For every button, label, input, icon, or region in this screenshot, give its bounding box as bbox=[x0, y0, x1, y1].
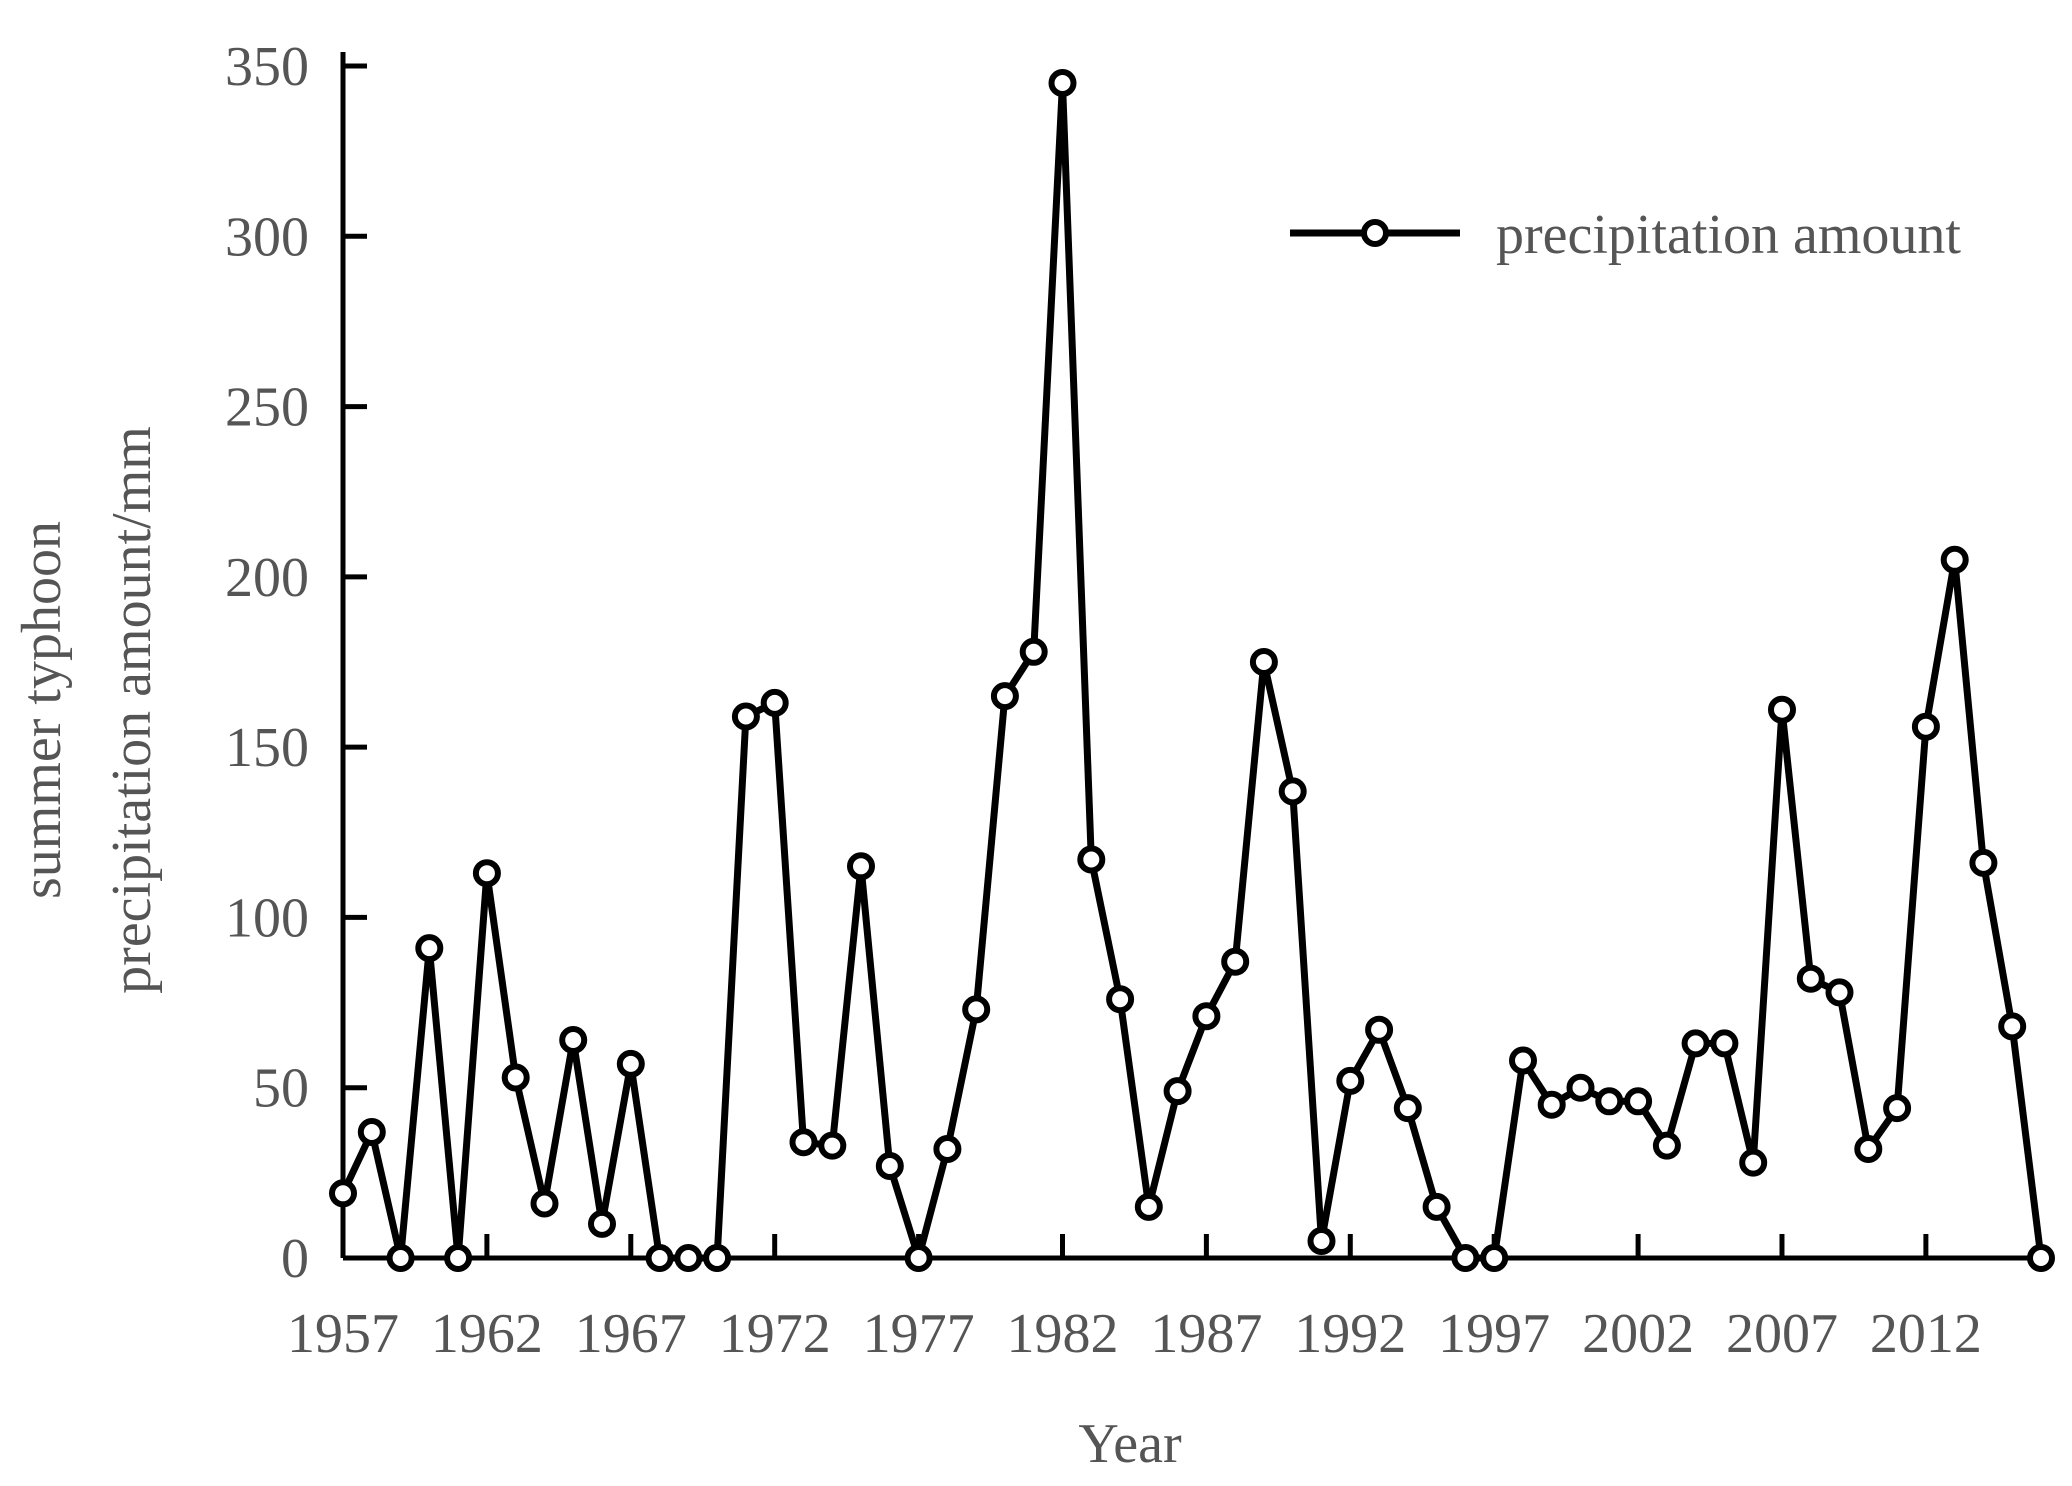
data-point-2003 bbox=[1652, 1131, 1681, 1160]
data-point-1987 bbox=[1192, 1002, 1221, 1031]
data-point-1980 bbox=[990, 682, 1019, 711]
data-point-2000 bbox=[1566, 1073, 1595, 1102]
data-point-2005 bbox=[1710, 1029, 1739, 1058]
data-point-1967 bbox=[616, 1049, 645, 1078]
y-axis-title-line-2: precipitation amount/mm bbox=[101, 426, 163, 994]
data-point-2002 bbox=[1624, 1087, 1653, 1116]
data-point-1989 bbox=[1249, 648, 1278, 676]
x-tick-label: 1972 bbox=[719, 1303, 831, 1365]
x-tick-label: 1982 bbox=[1006, 1303, 1118, 1365]
data-point-1974 bbox=[818, 1131, 847, 1160]
legend-label: precipitation amount bbox=[1496, 204, 1961, 266]
data-point-1982 bbox=[1048, 69, 1077, 97]
data-point-1986 bbox=[1163, 1077, 1192, 1106]
precipitation-series-line bbox=[339, 82, 2045, 1271]
data-point-2014 bbox=[1969, 848, 1998, 877]
data-point-2015 bbox=[1998, 1012, 2027, 1041]
data-point-1964 bbox=[530, 1189, 559, 1218]
data-point-1988 bbox=[1221, 947, 1250, 976]
data-point-1991 bbox=[1307, 1227, 1336, 1255]
y-axis-ticks: 0 50 100 150 200 250 300 350 bbox=[225, 36, 367, 1290]
y-tick-label: 250 bbox=[225, 377, 309, 439]
data-point-1985 bbox=[1134, 1192, 1163, 1221]
data-point-1957 bbox=[329, 1179, 357, 1208]
x-tick-label: 1992 bbox=[1294, 1303, 1406, 1365]
x-tick-label: 1987 bbox=[1150, 1303, 1262, 1365]
data-point-2012 bbox=[1911, 712, 1940, 741]
data-point-1968 bbox=[645, 1244, 674, 1272]
data-point-markers bbox=[329, 69, 2055, 1272]
data-point-1996 bbox=[1451, 1244, 1480, 1272]
x-tick-label: 1977 bbox=[863, 1303, 975, 1365]
y-tick-label: 200 bbox=[225, 547, 309, 609]
data-point-1995 bbox=[1422, 1192, 1451, 1221]
data-point-1981 bbox=[1019, 637, 1048, 666]
y-tick-label: 300 bbox=[225, 206, 309, 268]
data-point-1975 bbox=[847, 852, 875, 881]
data-point-1958 bbox=[357, 1118, 386, 1146]
y-tick-label: 50 bbox=[253, 1058, 309, 1120]
legend: precipitation amount bbox=[1290, 204, 1961, 266]
data-point-1978 bbox=[933, 1135, 962, 1163]
x-tick-label: 2007 bbox=[1726, 1303, 1838, 1365]
data-point-1972 bbox=[760, 688, 789, 717]
x-tick-label: 1957 bbox=[287, 1303, 399, 1365]
data-point-1984 bbox=[1106, 985, 1135, 1014]
data-point-1979 bbox=[962, 995, 991, 1024]
data-point-1969 bbox=[674, 1244, 703, 1272]
data-point-1965 bbox=[559, 1026, 588, 1054]
data-point-1973 bbox=[789, 1128, 818, 1157]
data-point-2006 bbox=[1739, 1148, 1768, 1177]
data-point-1970 bbox=[703, 1244, 732, 1272]
x-tick-label: 1997 bbox=[1438, 1303, 1550, 1365]
data-point-1977 bbox=[904, 1244, 933, 1272]
data-point-1959 bbox=[386, 1244, 415, 1272]
x-tick-label: 2002 bbox=[1582, 1303, 1694, 1365]
y-tick-label: 100 bbox=[225, 887, 309, 949]
data-point-1994 bbox=[1393, 1094, 1422, 1123]
data-point-2001 bbox=[1595, 1087, 1624, 1116]
y-axis-title: summer typhoon precipitation amount/mm bbox=[11, 426, 163, 994]
data-point-1963 bbox=[501, 1063, 530, 1092]
data-point-1976 bbox=[875, 1152, 904, 1180]
data-point-1962 bbox=[472, 859, 501, 888]
data-point-1992 bbox=[1336, 1066, 1365, 1095]
data-point-2009 bbox=[1825, 978, 1854, 1007]
y-tick-label: 0 bbox=[281, 1228, 309, 1290]
x-axis-title: Year bbox=[1078, 1413, 1182, 1475]
data-point-1998 bbox=[1509, 1046, 1537, 1075]
data-point-1961 bbox=[444, 1244, 473, 1272]
y-tick-label: 350 bbox=[225, 36, 309, 98]
data-point-1983 bbox=[1077, 845, 1106, 874]
x-tick-label: 1967 bbox=[575, 1303, 687, 1365]
x-tick-label: 1962 bbox=[431, 1303, 543, 1365]
data-point-1971 bbox=[731, 702, 760, 731]
data-point-1990 bbox=[1278, 777, 1307, 806]
y-tick-label: 150 bbox=[225, 717, 309, 779]
x-tick-label: 2012 bbox=[1870, 1303, 1982, 1365]
data-point-2007 bbox=[1768, 695, 1796, 724]
data-point-2016 bbox=[2027, 1244, 2055, 1272]
legend-marker-swatch bbox=[1361, 219, 1389, 247]
data-point-2004 bbox=[1681, 1029, 1710, 1058]
data-point-2008 bbox=[1796, 964, 1825, 993]
y-axis-title-line-1: summer typhoon bbox=[11, 521, 73, 899]
data-point-1966 bbox=[588, 1209, 616, 1238]
x-axis-ticks: 1957 1962 1967 1972 1977 1982 1987 1992 1997 2002… bbox=[287, 1234, 1982, 1365]
data-point-2013 bbox=[1940, 545, 1969, 574]
data-point-2011 bbox=[1883, 1094, 1912, 1123]
data-point-1993 bbox=[1365, 1015, 1394, 1044]
data-point-1999 bbox=[1537, 1090, 1566, 1119]
data-point-2010 bbox=[1854, 1135, 1883, 1163]
data-point-1960 bbox=[415, 934, 444, 963]
data-point-1997 bbox=[1480, 1244, 1509, 1272]
